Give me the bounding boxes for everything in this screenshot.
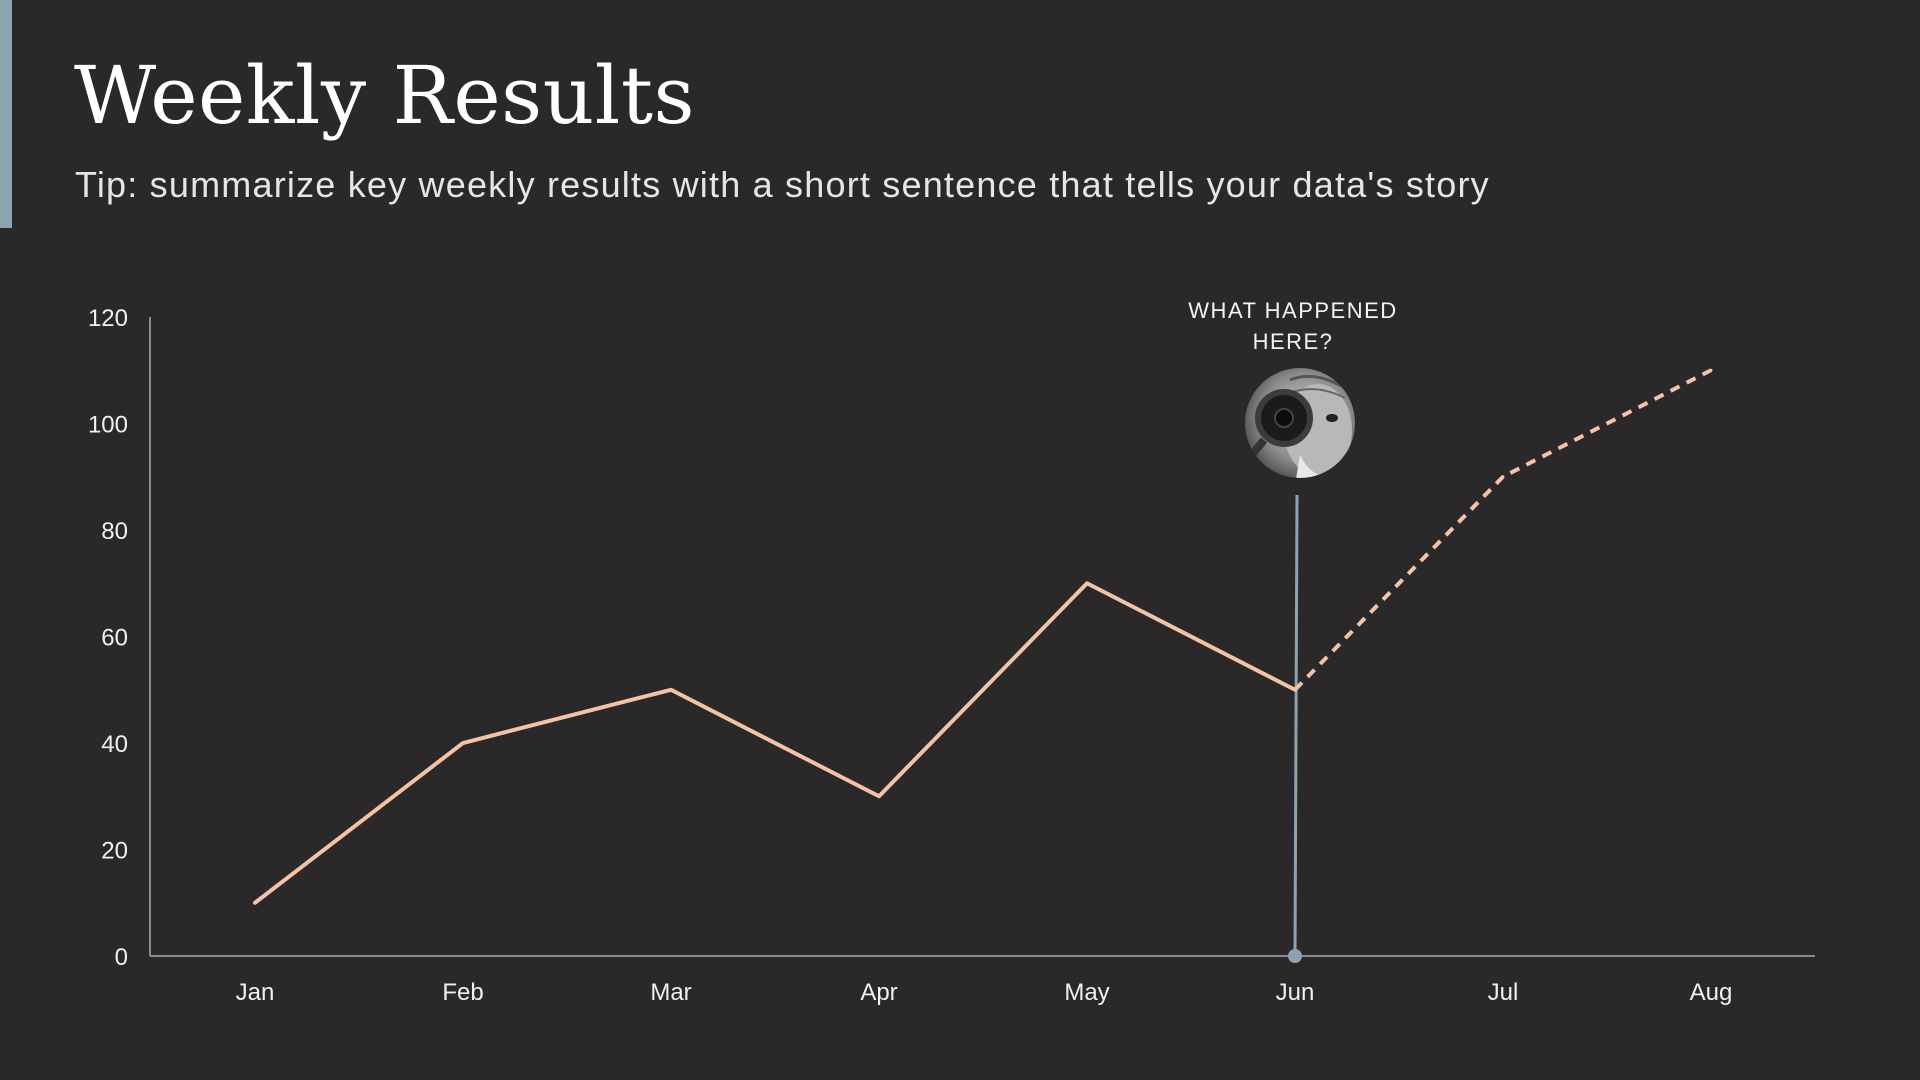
data-point [877, 794, 881, 798]
x-tick-label: Jun [1276, 979, 1315, 1006]
page-subtitle: Tip: summarize key weekly results with a… [75, 164, 1490, 205]
series-line-actual [253, 581, 1297, 905]
series-line-projected [1293, 368, 1712, 692]
annotation-label: WHAT HAPPENED [1188, 298, 1397, 323]
y-tick-label: 40 [101, 731, 128, 758]
data-point [1501, 475, 1505, 479]
x-tick-label: Aug [1690, 979, 1733, 1006]
x-tick-label: Feb [442, 979, 483, 1006]
annotation-photo [1243, 366, 1357, 480]
y-tick-label: 80 [101, 518, 128, 545]
annotation-leader-line [1293, 494, 1299, 957]
annotation-label: HERE? [1253, 329, 1334, 354]
data-point [669, 688, 673, 692]
data-point [1085, 581, 1089, 585]
data-point [253, 901, 257, 905]
x-tick-label: May [1064, 979, 1109, 1006]
data-point [461, 741, 465, 745]
x-tick-label: Mar [650, 979, 691, 1006]
y-tick-label: 100 [88, 412, 128, 439]
data-point [1293, 688, 1297, 692]
y-tick-label: 0 [115, 944, 128, 971]
y-tick-label: 60 [101, 625, 128, 652]
x-tick-label: Jul [1488, 979, 1519, 1006]
data-point [1709, 368, 1713, 372]
accent-bar [0, 0, 12, 228]
page-title: Weekly Results [74, 49, 696, 142]
annotation-marker [1288, 949, 1302, 963]
y-tick-label: 120 [88, 305, 128, 332]
x-tick-label: Apr [860, 979, 897, 1006]
x-tick-label: Jan [236, 979, 275, 1006]
y-tick-label: 20 [101, 838, 128, 865]
